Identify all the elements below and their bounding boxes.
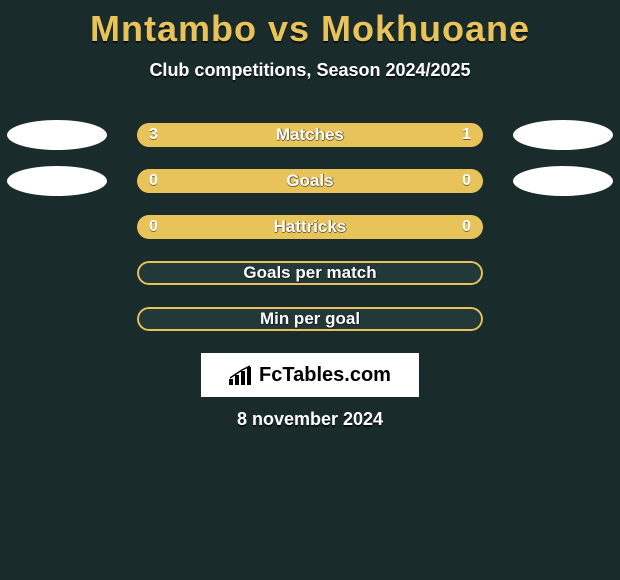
stat-label: Goals bbox=[286, 171, 333, 191]
player-left-indicator bbox=[7, 166, 107, 196]
spacer bbox=[7, 304, 107, 334]
spacer bbox=[7, 258, 107, 288]
stat-bar: 0 0 Goals bbox=[137, 169, 483, 193]
player-right-indicator bbox=[513, 166, 613, 196]
comparison-widget: Mntambo vs Mokhuoane Club competitions, … bbox=[0, 0, 620, 430]
stat-value-left: 0 bbox=[149, 218, 158, 236]
stat-value-right: 1 bbox=[462, 126, 471, 144]
stat-value-left: 0 bbox=[149, 172, 158, 190]
player-right-indicator bbox=[513, 120, 613, 150]
spacer bbox=[513, 212, 613, 242]
spacer bbox=[513, 258, 613, 288]
spacer bbox=[513, 304, 613, 334]
branding-box[interactable]: FcTables.com bbox=[201, 353, 419, 397]
stats-list: 3 1 Matches 0 0 Goals 0 0 Hattricks Goals per mat… bbox=[0, 123, 620, 331]
stat-label: Matches bbox=[276, 125, 344, 145]
branding-text: FcTables.com bbox=[259, 364, 391, 387]
stat-row: Goals per match bbox=[0, 261, 620, 285]
player-left-indicator bbox=[7, 120, 107, 150]
footer-date: 8 november 2024 bbox=[0, 409, 620, 430]
stat-row: 3 1 Matches bbox=[0, 123, 620, 147]
spacer bbox=[7, 212, 107, 242]
stat-label: Min per goal bbox=[260, 309, 360, 329]
branding-icon bbox=[229, 365, 253, 385]
stat-row: 0 0 Goals bbox=[0, 169, 620, 193]
page-subtitle: Club competitions, Season 2024/2025 bbox=[0, 60, 620, 81]
bar-fill-left bbox=[137, 123, 390, 147]
stat-bar: Min per goal bbox=[137, 307, 483, 331]
stat-value-right: 0 bbox=[462, 172, 471, 190]
stat-bar: Goals per match bbox=[137, 261, 483, 285]
stat-label: Hattricks bbox=[274, 217, 347, 237]
stat-bar: 0 0 Hattricks bbox=[137, 215, 483, 239]
page-title: Mntambo vs Mokhuoane bbox=[0, 8, 620, 50]
stat-row: Min per goal bbox=[0, 307, 620, 331]
stat-label: Goals per match bbox=[243, 263, 376, 283]
stat-value-left: 3 bbox=[149, 126, 158, 144]
stat-value-right: 0 bbox=[462, 218, 471, 236]
stat-row: 0 0 Hattricks bbox=[0, 215, 620, 239]
stat-bar: 3 1 Matches bbox=[137, 123, 483, 147]
